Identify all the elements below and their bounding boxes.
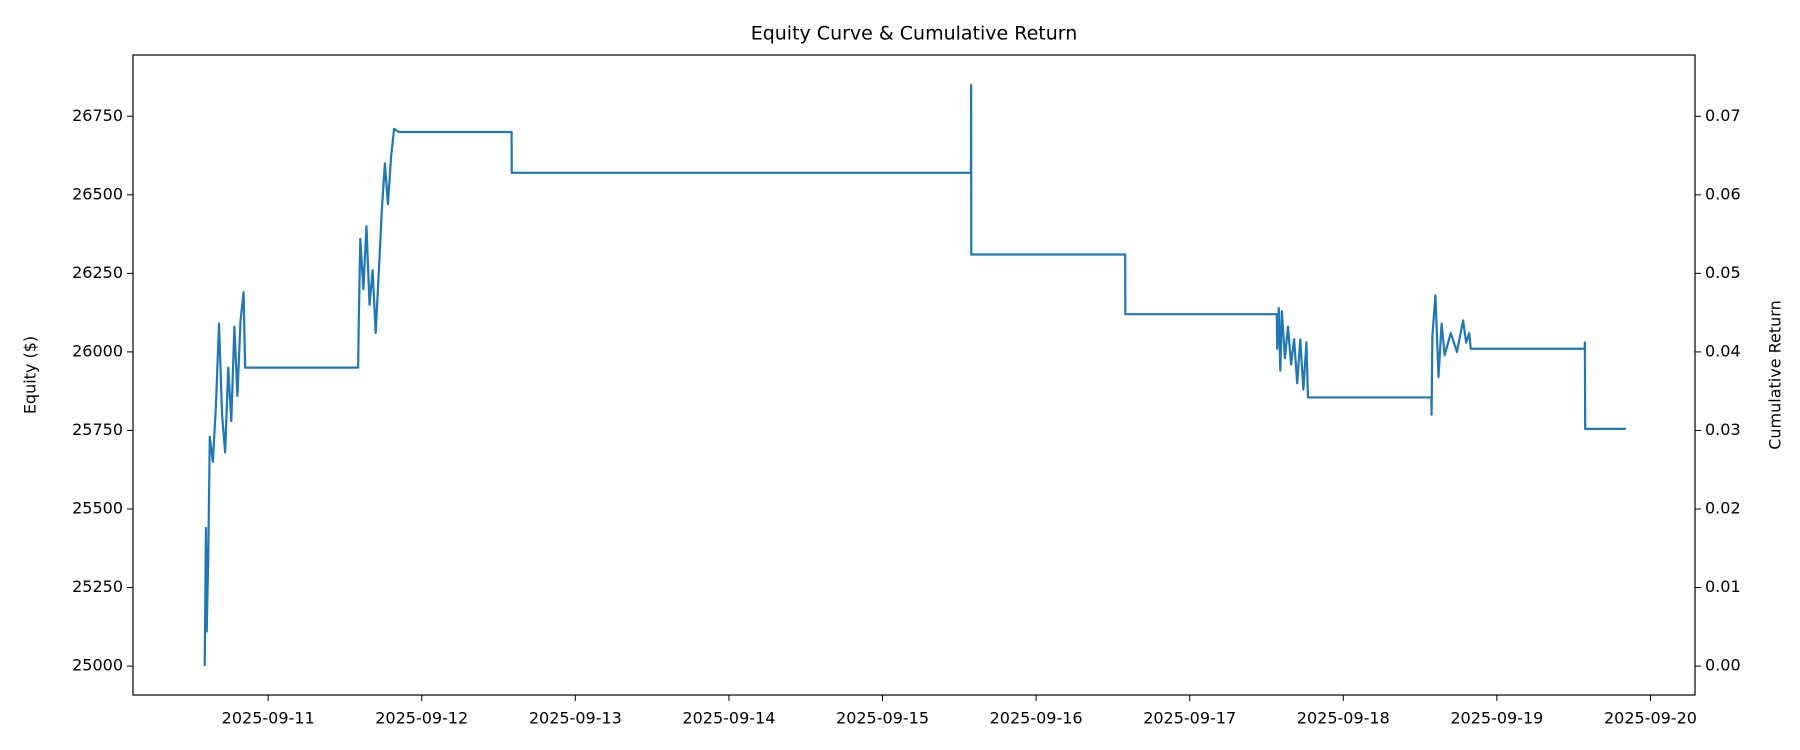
x-tick-label: 2025-09-20: [1604, 709, 1697, 728]
x-tick-label: 2025-09-14: [682, 709, 775, 728]
x-tick-label: 2025-09-11: [222, 709, 315, 728]
x-tick-label: 2025-09-13: [529, 709, 622, 728]
y2-tick-label: 0.05: [1705, 263, 1741, 282]
y2-tick-label: 0.03: [1705, 420, 1741, 439]
y-tick-label: 25500: [72, 499, 123, 518]
y2-tick-label: 0.06: [1705, 184, 1741, 203]
equity-line: [203, 83, 1626, 667]
y2-tick-label: 0.07: [1705, 106, 1741, 125]
y-tick-label: 26250: [72, 263, 123, 282]
y2-axis-label: Cumulative Return: [1766, 300, 1785, 450]
x-tick-label: 2025-09-15: [836, 709, 929, 728]
y-axis-label: Equity ($): [21, 336, 40, 414]
x-tick-label: 2025-09-17: [1143, 709, 1236, 728]
x-tick-label: 2025-09-12: [375, 709, 468, 728]
y2-tick-label: 0.02: [1705, 499, 1741, 518]
x-tick-label: 2025-09-18: [1297, 709, 1390, 728]
y2-tick-label: 0.04: [1705, 341, 1741, 360]
y-tick-label: 26000: [72, 341, 123, 360]
x-tick-label: 2025-09-19: [1450, 709, 1543, 728]
y-tick-label: 25750: [72, 420, 123, 439]
y-tick-label: 25000: [72, 656, 123, 675]
y2-tick-label: 0.01: [1705, 577, 1741, 596]
y2-tick-label: 0.00: [1705, 656, 1741, 675]
y-tick-label: 26500: [72, 184, 123, 203]
chart-title: Equity Curve & Cumulative Return: [751, 23, 1078, 45]
plot-frame: [132, 54, 1696, 696]
y-tick-label: 25250: [72, 577, 123, 596]
x-tick-label: 2025-09-16: [990, 709, 1083, 728]
y-tick-label: 26750: [72, 106, 123, 125]
